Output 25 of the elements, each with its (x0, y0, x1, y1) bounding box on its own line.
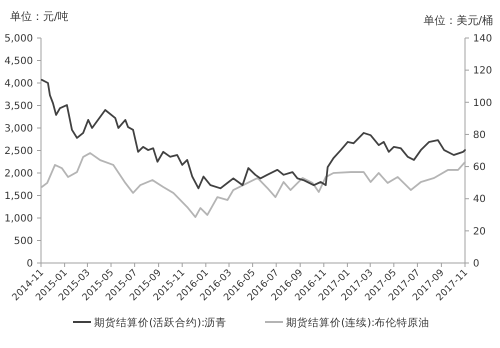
y2-tick-label: 80 (473, 130, 486, 141)
y-tick-label: 1,500 (4, 191, 33, 202)
y2-tick-label: 40 (473, 194, 486, 206)
y-axis-title: 单位：元/吨 (10, 10, 69, 23)
line-series (40, 152, 466, 218)
y2-tick-label: 0 (473, 258, 480, 270)
y2-tick-label: 140 (473, 34, 492, 44)
y2-tick-label: 20 (473, 226, 486, 238)
y2-tick-label: 100 (473, 98, 492, 109)
y-tick-label: 4,500 (4, 56, 33, 67)
y-tick-label: 3,500 (4, 101, 33, 112)
y-tick-label: 1,000 (4, 214, 33, 224)
y2-tick-label: 60 (473, 162, 486, 174)
y-tick-label: 2,500 (4, 146, 33, 157)
legend-label: 期货结算价(连续):布伦特原油 (286, 316, 430, 329)
y2-axis-title: 单位：美元/桶 (423, 14, 493, 27)
y-tick-label: 2,000 (4, 168, 33, 180)
y-tick-label: 0 (26, 258, 33, 270)
y-tick-label: 500 (14, 236, 33, 247)
y-tick-label: 4,000 (4, 78, 33, 90)
legend-label: 期货结算价(活跃合约):沥青 (94, 316, 227, 329)
y2-tick-label: 120 (473, 66, 492, 77)
y-tick-label: 5,000 (4, 34, 33, 44)
y-tick-label: 3,000 (4, 124, 33, 134)
line-series (40, 78, 466, 190)
